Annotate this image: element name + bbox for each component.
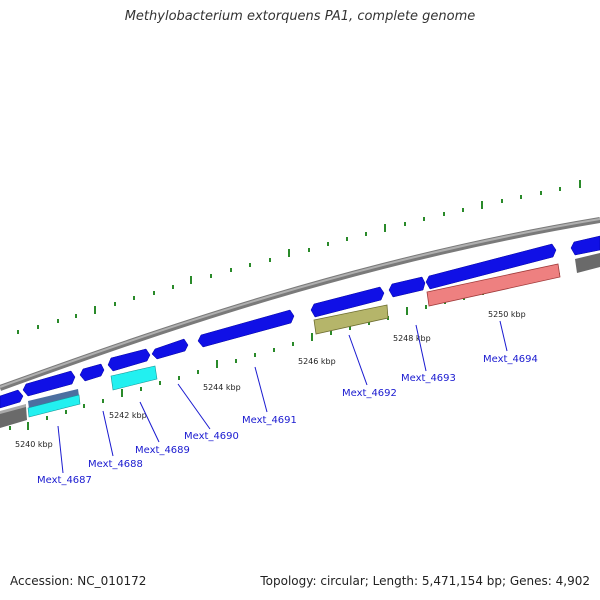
inner-tick-marks [9, 273, 560, 430]
kbp-label: 5240 kbp [15, 440, 53, 449]
backbone-curve [0, 217, 600, 391]
feature-blocks [0, 253, 600, 428]
gray-block[interactable] [575, 253, 600, 273]
gene-arrow[interactable] [79, 363, 105, 382]
olive-block[interactable] [313, 304, 389, 335]
gene-arrow[interactable] [107, 348, 151, 372]
gene-arrow[interactable] [388, 276, 426, 298]
gene-label[interactable]: Mext_4692 [342, 388, 397, 399]
outer-tick-marks [17, 180, 581, 334]
gene-label[interactable]: Mext_4693 [401, 373, 456, 384]
gene-label[interactable]: Mext_4689 [135, 445, 190, 456]
gene-arrow[interactable] [151, 338, 189, 360]
forward-genes [0, 235, 600, 409]
gray-block-stripe [0, 404, 26, 414]
gene-label[interactable]: Mext_4691 [242, 415, 297, 426]
gene-label-leaders [57, 320, 508, 474]
kbp-label: 5244 kbp [203, 383, 241, 392]
gene-arrow[interactable] [0, 389, 24, 409]
cyan-block[interactable] [27, 394, 81, 418]
map-title: Methylobacterium extorquens PA1, complet… [124, 9, 476, 24]
gene-label[interactable]: Mext_4690 [184, 431, 239, 442]
kbp-label: 5246 kbp [298, 357, 336, 366]
cyan-block[interactable] [110, 365, 158, 391]
steelblue-block[interactable] [28, 389, 79, 409]
gene-label[interactable]: Mext_4688 [88, 459, 143, 470]
kbp-label: 5248 kbp [393, 334, 431, 343]
gene-label[interactable]: Mext_4687 [37, 475, 92, 486]
gene-arrow[interactable] [425, 243, 557, 290]
gene-arrow[interactable] [197, 309, 295, 348]
kbp-label: 5250 kbp [488, 310, 526, 319]
gene-arrow[interactable] [22, 370, 76, 397]
accession-label: Accession: NC_010172 [10, 574, 147, 588]
gene-labels: Mext_4687 Mext_4688 Mext_4689 Mext_4690 … [37, 354, 538, 486]
gene-label[interactable]: Mext_4694 [483, 354, 538, 365]
pink-block[interactable] [426, 263, 561, 307]
kbp-label: 5242 kbp [109, 411, 147, 420]
kbp-labels: 5240 kbp 5242 kbp 5244 kbp 5246 kbp 5248… [15, 310, 526, 449]
gene-arrow[interactable] [310, 286, 385, 318]
topology-label: Topology: circular; Length: 5,471,154 bp… [260, 574, 590, 588]
gene-arrow[interactable] [570, 235, 600, 256]
